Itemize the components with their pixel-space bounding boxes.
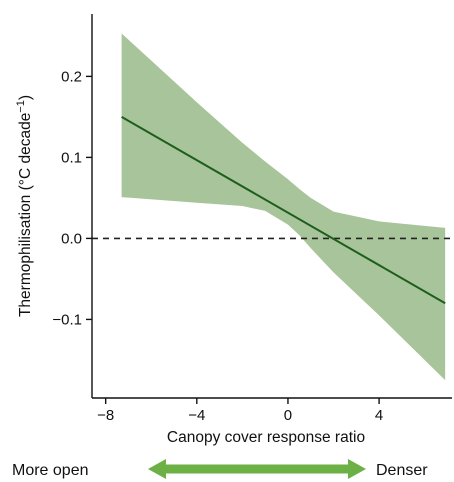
y-tick-label: −0.1 bbox=[52, 311, 82, 328]
direction-left-label: More open bbox=[12, 462, 89, 479]
x-tick-label: −8 bbox=[97, 407, 114, 424]
direction-right-label: Denser bbox=[376, 462, 428, 479]
x-axis-title: Canopy cover response ratio bbox=[167, 429, 365, 446]
y-tick-label: 0.0 bbox=[61, 230, 82, 247]
direction-double-arrow bbox=[148, 459, 366, 479]
x-tick-label: 0 bbox=[284, 407, 292, 424]
y-axis-title-superscript: −1 bbox=[15, 100, 27, 113]
y-axis-title-close: ) bbox=[17, 95, 34, 100]
y-tick-label: 0.2 bbox=[61, 68, 82, 85]
fitted-line bbox=[121, 116, 446, 305]
y-tick-label: 0.1 bbox=[61, 149, 82, 166]
x-tick-label: 4 bbox=[375, 407, 383, 424]
y-axis-title-main: Thermophilisation (°C decade bbox=[17, 113, 34, 317]
y-axis-title: Thermophilisation (°C decade−1) bbox=[15, 95, 34, 317]
confidence-band bbox=[121, 33, 446, 381]
x-tick-label: −4 bbox=[188, 407, 205, 424]
